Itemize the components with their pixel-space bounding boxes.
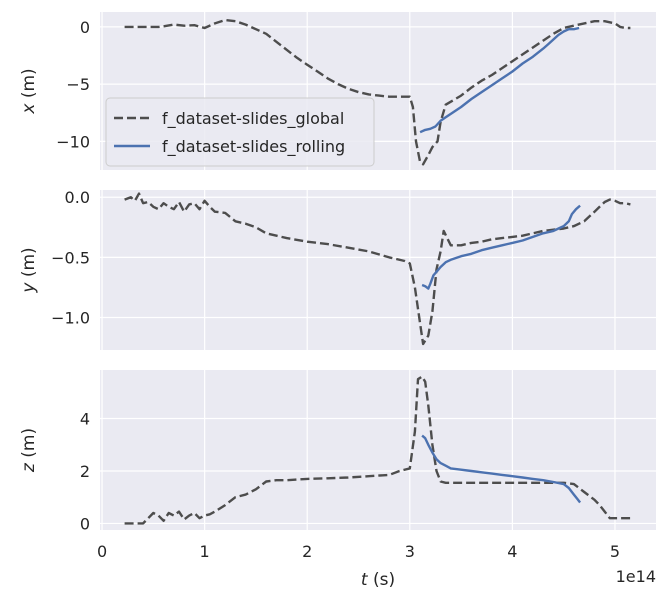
x-offset-label: 1e14 (616, 567, 656, 586)
y-tick-label: −0.5 (51, 248, 90, 267)
x-tick-label: 2 (302, 542, 312, 561)
x-tick-label: 5 (610, 542, 620, 561)
y-tick-label: 0.0 (65, 188, 90, 207)
plot-background-y (100, 190, 656, 350)
x-tick-label: 3 (405, 542, 415, 561)
y-tick-label: −5 (66, 75, 90, 94)
x-tick-label: 1 (200, 542, 210, 561)
y-tick-labels-x: 0 −5 −10 (56, 18, 90, 151)
y-tick-label: −10 (56, 132, 90, 151)
y-axis-label-var-z: z (19, 462, 39, 473)
y-tick-labels-y: 0.0 −0.5 −1.0 (51, 188, 90, 327)
legend-box (105, 97, 375, 167)
series-line-x-rolling (419, 26, 580, 134)
subplot-y: 0.0 −0.5 −1.0 y (m) (19, 188, 656, 350)
series-x (124, 18, 631, 166)
x-axis-label-var: t (361, 570, 369, 590)
y-axis-label-z: z (m) (19, 428, 39, 473)
x-axis-label-unit: (s) (368, 570, 396, 590)
y-tick-label: 0 (80, 514, 90, 533)
series-y (124, 192, 631, 346)
y-axis-label-unit-x: (m) (19, 68, 39, 103)
y-axis-label-var-y: y (19, 282, 39, 294)
y-tick-label: 0 (80, 18, 90, 37)
legend-label-global: f_dataset-slides_global (162, 109, 344, 129)
y-axis-label-unit-y: (m) (19, 247, 39, 282)
x-tick-labels: 0 1 2 3 4 5 (97, 542, 620, 561)
y-tick-label: 4 (80, 410, 90, 429)
series-line-z-rolling (421, 434, 582, 504)
y-axis-label-x: x (m) (19, 68, 39, 114)
x-axis-label: t (s) (361, 570, 395, 590)
series-line-y-rolling (421, 204, 581, 290)
x-tick-label: 0 (97, 542, 107, 561)
gridlines-z (100, 370, 656, 530)
x-tick-label: 4 (507, 542, 517, 561)
y-tick-label: −1.0 (51, 309, 90, 328)
legend-label-rolling: f_dataset-slides_rolling (162, 137, 345, 157)
subplot-z: 0 2 4 z (m) (19, 370, 656, 533)
y-axis-label-unit-z: (m) (19, 428, 39, 463)
y-axis-label-var-x: x (19, 103, 39, 115)
y-axis-label-y: y (m) (19, 247, 39, 293)
y-tick-labels-z: 0 2 4 (80, 410, 90, 534)
y-tick-label: 2 (80, 462, 90, 481)
plot-background-z (100, 370, 656, 530)
series-line-x-global (124, 18, 631, 166)
series-z (124, 375, 631, 525)
gridlines-y (100, 190, 656, 350)
legend: f_dataset-slides_global f_dataset-slides… (105, 97, 375, 167)
series-line-z-global (124, 375, 631, 525)
